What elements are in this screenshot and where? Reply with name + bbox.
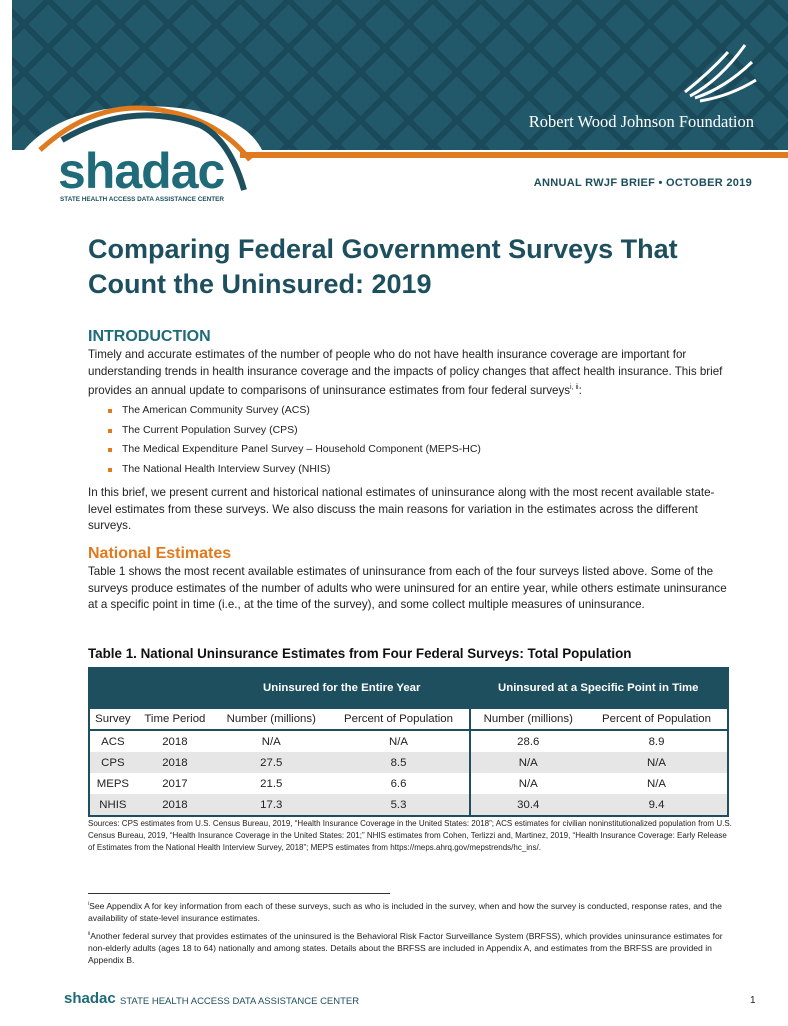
bullet: The Current Population Survey (CPS) [108,424,481,444]
table-cell: CPS [89,752,136,773]
paragraph-text: Timely and accurate estimates of the num… [88,348,723,397]
table-cell: ACS [101,735,125,748]
logo: shadac [58,143,225,199]
footer-logo: shadac [64,990,116,1007]
group-header: Uninsured for the Entire Year [214,668,470,708]
table: Uninsured for the Entire Year Uninsured a… [88,667,729,817]
table-cell: 2018 [135,752,214,773]
bullet: The Medical Expenditure Panel Survey – H… [108,443,481,463]
bullet-list: The American Community Survey (ACS) The … [108,404,481,482]
org-name: Robert Wood Johnson Foundation [529,112,754,132]
table-cell: 8.5 [328,752,470,773]
group-header: Uninsured at a Specific Point in Time [469,668,728,708]
footnote: iSee Appendix A for key information from… [88,898,728,924]
header-graphic [0,0,788,215]
section-heading: INTRODUCTION [88,328,211,345]
footnote-marker: i [88,901,90,907]
bullet: The National Health Interview Survey (NH… [108,463,481,483]
table-row: MEPS 2017 21.5 6.6 N/A N/A [89,773,728,794]
table-row: NHIS 2018 17.3 5.3 30.4 9.4 [89,794,728,816]
paragraph-text: : [578,383,582,397]
paragraph: Timely and accurate estimates of the num… [88,347,728,399]
table-cell: 21.5 [260,777,283,790]
sources: Sources: CPS estimates from U.S. Census … [88,819,732,852]
column-header: Survey [89,707,136,731]
brief-label: ANNUAL RWJF BRIEF • OCTOBER 2019 [533,177,752,189]
footnote-text: See Appendix A for key information from … [88,900,722,923]
table-cell: 17.3 [214,794,329,816]
table-cell: 2017 [162,777,188,790]
section-heading: National Estimates [88,545,232,562]
table-cell: 27.5 [214,752,329,773]
table-cell: MEPS [96,777,130,790]
paragraph: Table 1 shows the most recent available … [88,565,727,611]
table-cell: N/A [261,735,281,748]
footnote-text: Another federal survey that provides est… [88,930,723,965]
table-cell: N/A [647,777,666,790]
column-header: Number (millions) [468,707,587,731]
footnote-rule [88,893,390,894]
table-cell: N/A [468,752,587,773]
footer-text: STATE HEALTH ACCESS DATA ASSISTANCE CENT… [120,996,360,1007]
bullet: The American Community Survey (ACS) [108,404,481,424]
paragraph: In this brief, we present current and hi… [88,486,715,532]
footnote: iiAnother federal survey that provides e… [88,928,728,966]
table-cell: NHIS [89,794,136,816]
column-header: Percent of Population [328,707,470,731]
table-row: CPS 2018 27.5 8.5 N/A N/A [89,752,728,773]
table-cell: N/A [389,735,408,748]
table-cell: 8.9 [648,735,665,748]
table-cell: N/A [586,752,728,773]
table-cell: N/A [468,773,587,794]
logo-subtitle: STATE HEALTH ACCESS DATA ASSISTANCE CENT… [60,196,225,203]
column-header: Time Period [135,707,214,731]
table-cell: 28.6 [468,730,587,752]
table-cell: 5.3 [328,794,470,816]
table-cell: 9.4 [586,794,728,816]
table-cell: 2018 [162,735,188,748]
column-header: Number (millions) [214,707,329,731]
table-cell: 2018 [135,794,214,816]
org-name-text: Robert Wood Johnson Foundation [528,112,754,131]
title: Comparing Federal Government Surveys Tha… [88,234,678,299]
table-cell: 30.4 [468,794,587,816]
column-header: Percent of Population [586,707,728,731]
table-row: ACS 2018 N/A N/A 28.6 8.9 [89,730,728,752]
footnote-ref: i, ii [570,384,579,391]
footnote-marker: ii [88,931,91,937]
table-caption: Table 1. National Uninsurance Estimates … [88,646,632,661]
page-number: 1 [750,995,756,1006]
table-cell: 6.6 [390,777,407,790]
